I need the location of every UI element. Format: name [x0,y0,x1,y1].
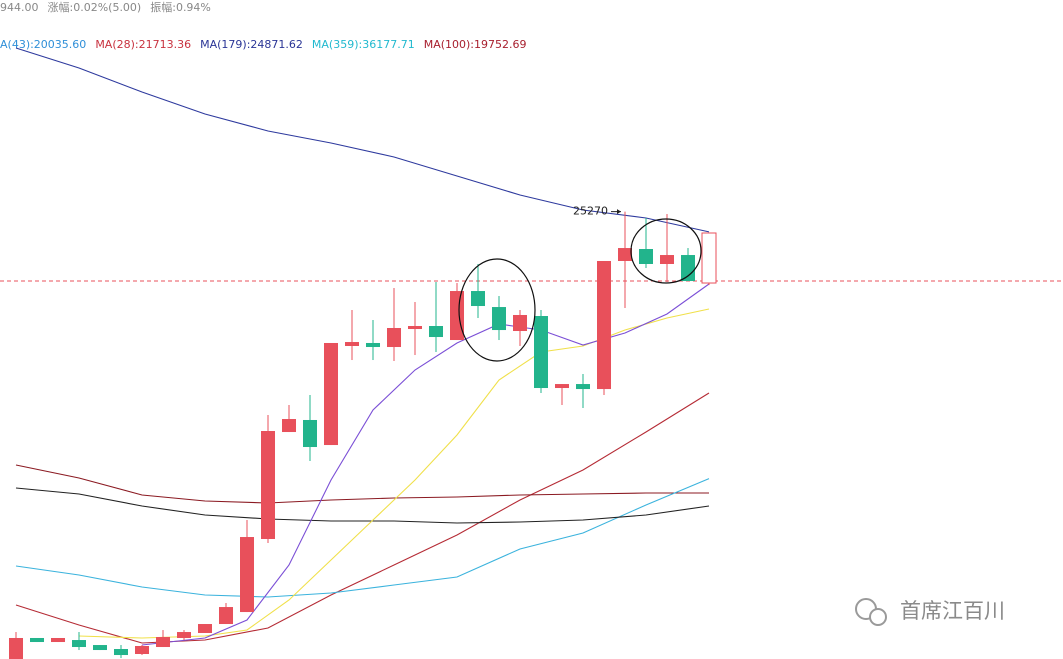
candle-body [681,255,696,282]
ma-line [15,47,710,233]
ma-line [15,464,709,504]
candle-body [9,637,24,659]
highlight-ellipse [458,258,536,362]
ma-line [15,392,710,644]
candle-body [156,637,171,648]
candle-body [324,342,339,446]
candle-body [198,624,213,633]
header: 944.00 涨幅:0.02%(5.00) 振幅:0.94% [0,0,211,14]
highlight-ellipse [630,218,702,284]
candle-body [701,232,717,284]
candle-body [240,537,255,613]
header-item: MA(100):19752.69 [424,38,527,51]
ma-lines [0,47,1063,646]
ma-line [15,487,710,524]
annotation-arrowhead [617,209,622,215]
candle-body [492,307,507,331]
header-item: MA(28):21713.36 [95,38,191,51]
header-item: A(43):20035.60 [0,38,86,51]
candle-body [303,419,318,448]
candle-body [597,260,612,390]
candle-body [408,326,423,330]
header-item: 944.00 [0,1,39,14]
candle-body [177,632,192,638]
header-item: 振幅:0.94% [150,0,211,14]
candle-body [576,384,591,390]
candles [9,211,717,659]
candle-body [114,649,129,656]
header-item: 涨幅:0.02%(5.00) [48,1,142,14]
candle-body [534,316,549,389]
candle-body [51,637,66,643]
candle-body [429,326,444,338]
candle-body [345,342,360,346]
candle-body [471,291,486,307]
candle-body [639,249,654,264]
candle-body [219,607,234,625]
candle-body [366,342,381,348]
candle-body [555,384,570,389]
candle-body [387,327,402,348]
watermark-icon [869,608,887,626]
watermark: 首席江百川 [855,598,1005,626]
header-item: MA(359):36177.71 [312,38,415,51]
candle-body [135,645,150,655]
candle-body [660,255,675,264]
candle-body [72,640,87,648]
candle-body [618,248,633,261]
watermark-text: 首席江百川 [900,599,1005,623]
ma-line [15,478,710,598]
legend: A(43):20035.60 MA(28):21713.36 MA(179):248… [0,38,527,51]
candle-body [450,291,465,341]
candle-body [261,431,276,540]
candle-body [513,314,528,332]
candle-body [30,637,45,643]
header-item: MA(179):24871.62 [200,38,303,51]
candle-body [93,645,108,651]
annotation-label: 25270 [573,205,608,218]
candle-body [282,419,297,433]
